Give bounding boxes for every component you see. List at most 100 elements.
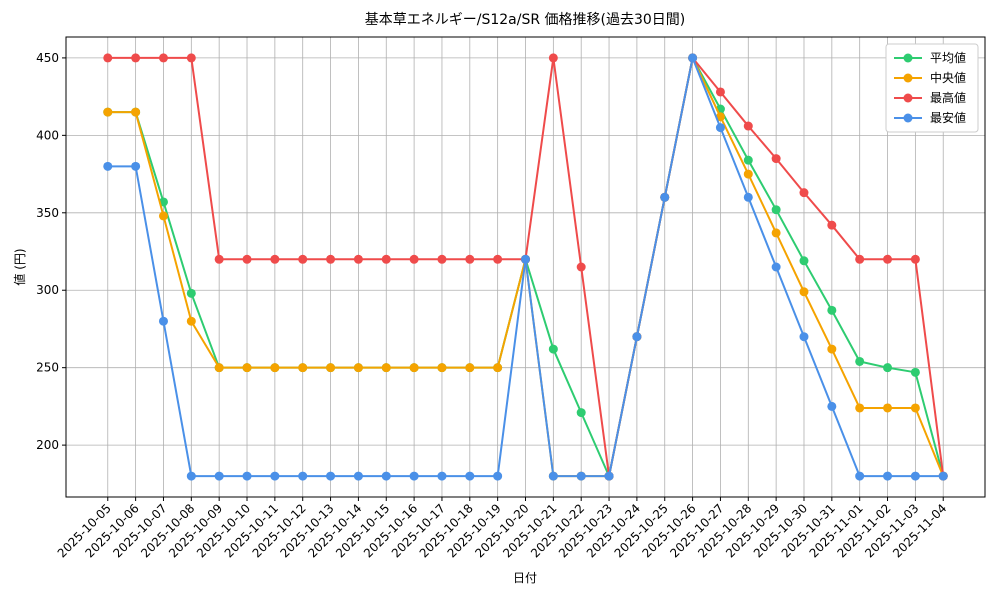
data-point [214, 254, 224, 264]
data-point [409, 363, 419, 373]
data-point [437, 254, 447, 264]
data-point [465, 471, 475, 481]
legend-label: 中央値 [930, 70, 966, 85]
data-point [186, 288, 196, 298]
data-point [242, 471, 252, 481]
legend-marker [903, 53, 913, 63]
data-point [465, 254, 475, 264]
data-point [186, 316, 196, 326]
legend-label: 最安値 [930, 110, 966, 125]
data-point [883, 403, 893, 413]
data-point [158, 316, 168, 326]
data-point [799, 256, 809, 266]
data-point [493, 471, 503, 481]
data-point [883, 254, 893, 264]
data-point [771, 154, 781, 164]
data-point [381, 363, 391, 373]
data-point [743, 121, 753, 131]
data-point [158, 211, 168, 221]
y-tick-label: 300 [36, 283, 59, 297]
y-tick-label: 450 [36, 51, 59, 65]
data-point [270, 363, 280, 373]
data-point [326, 471, 336, 481]
y-tick-label: 400 [36, 128, 59, 142]
legend-marker [903, 93, 913, 103]
data-point [548, 471, 558, 481]
data-point [186, 471, 196, 481]
data-point [381, 471, 391, 481]
data-point [437, 363, 447, 373]
data-point [465, 363, 475, 373]
data-point [855, 403, 865, 413]
data-point [353, 363, 363, 373]
data-point [910, 254, 920, 264]
data-point [381, 254, 391, 264]
data-point [576, 471, 586, 481]
data-point [855, 254, 865, 264]
legend-label: 最高値 [930, 90, 966, 105]
data-point [409, 254, 419, 264]
data-point [493, 254, 503, 264]
data-point [910, 367, 920, 377]
data-point [855, 471, 865, 481]
y-tick-label: 250 [36, 361, 59, 375]
chart-title: 基本草エネルギー/S12a/SR 価格推移(過去30日間) [365, 11, 686, 28]
data-point [270, 254, 280, 264]
data-point [771, 262, 781, 272]
data-point [270, 471, 280, 481]
data-point [743, 169, 753, 179]
data-point [576, 408, 586, 418]
data-point [743, 155, 753, 165]
data-point [353, 471, 363, 481]
data-point [799, 188, 809, 198]
data-point [827, 220, 837, 230]
legend-label: 平均値 [930, 50, 966, 65]
data-point [715, 112, 725, 122]
data-point [576, 262, 586, 272]
x-axis-label: 日付 [513, 571, 537, 585]
data-point [326, 363, 336, 373]
legend-marker [903, 73, 913, 83]
data-point [493, 363, 503, 373]
data-point [242, 254, 252, 264]
data-point [298, 363, 308, 373]
data-point [910, 403, 920, 413]
data-point [548, 344, 558, 354]
data-point [242, 363, 252, 373]
data-point [715, 123, 725, 133]
data-point [799, 287, 809, 297]
data-point [883, 363, 893, 373]
data-point [604, 471, 614, 481]
data-point [548, 53, 558, 63]
data-point [158, 53, 168, 63]
data-point [521, 254, 530, 264]
y-axis-label: 値 (円) [12, 248, 27, 285]
data-point [827, 305, 837, 315]
data-point [298, 254, 308, 264]
data-point [131, 107, 141, 117]
data-point [771, 228, 781, 238]
data-point [131, 53, 141, 63]
plot-frame [65, 36, 986, 498]
legend-box [885, 43, 979, 133]
data-point [771, 205, 781, 215]
legend-marker [903, 113, 913, 123]
data-point [910, 471, 920, 481]
data-point [855, 356, 865, 366]
data-point [131, 161, 141, 171]
data-point [632, 332, 642, 342]
data-point [103, 53, 113, 63]
data-point [660, 192, 670, 202]
y-tick-label: 200 [36, 438, 59, 452]
data-point [103, 107, 113, 117]
data-point [938, 471, 948, 481]
y-tick-label: 350 [36, 206, 59, 220]
data-point [409, 471, 419, 481]
data-point [715, 87, 725, 97]
data-point [353, 254, 363, 264]
data-point [103, 161, 113, 171]
data-point [883, 471, 893, 481]
